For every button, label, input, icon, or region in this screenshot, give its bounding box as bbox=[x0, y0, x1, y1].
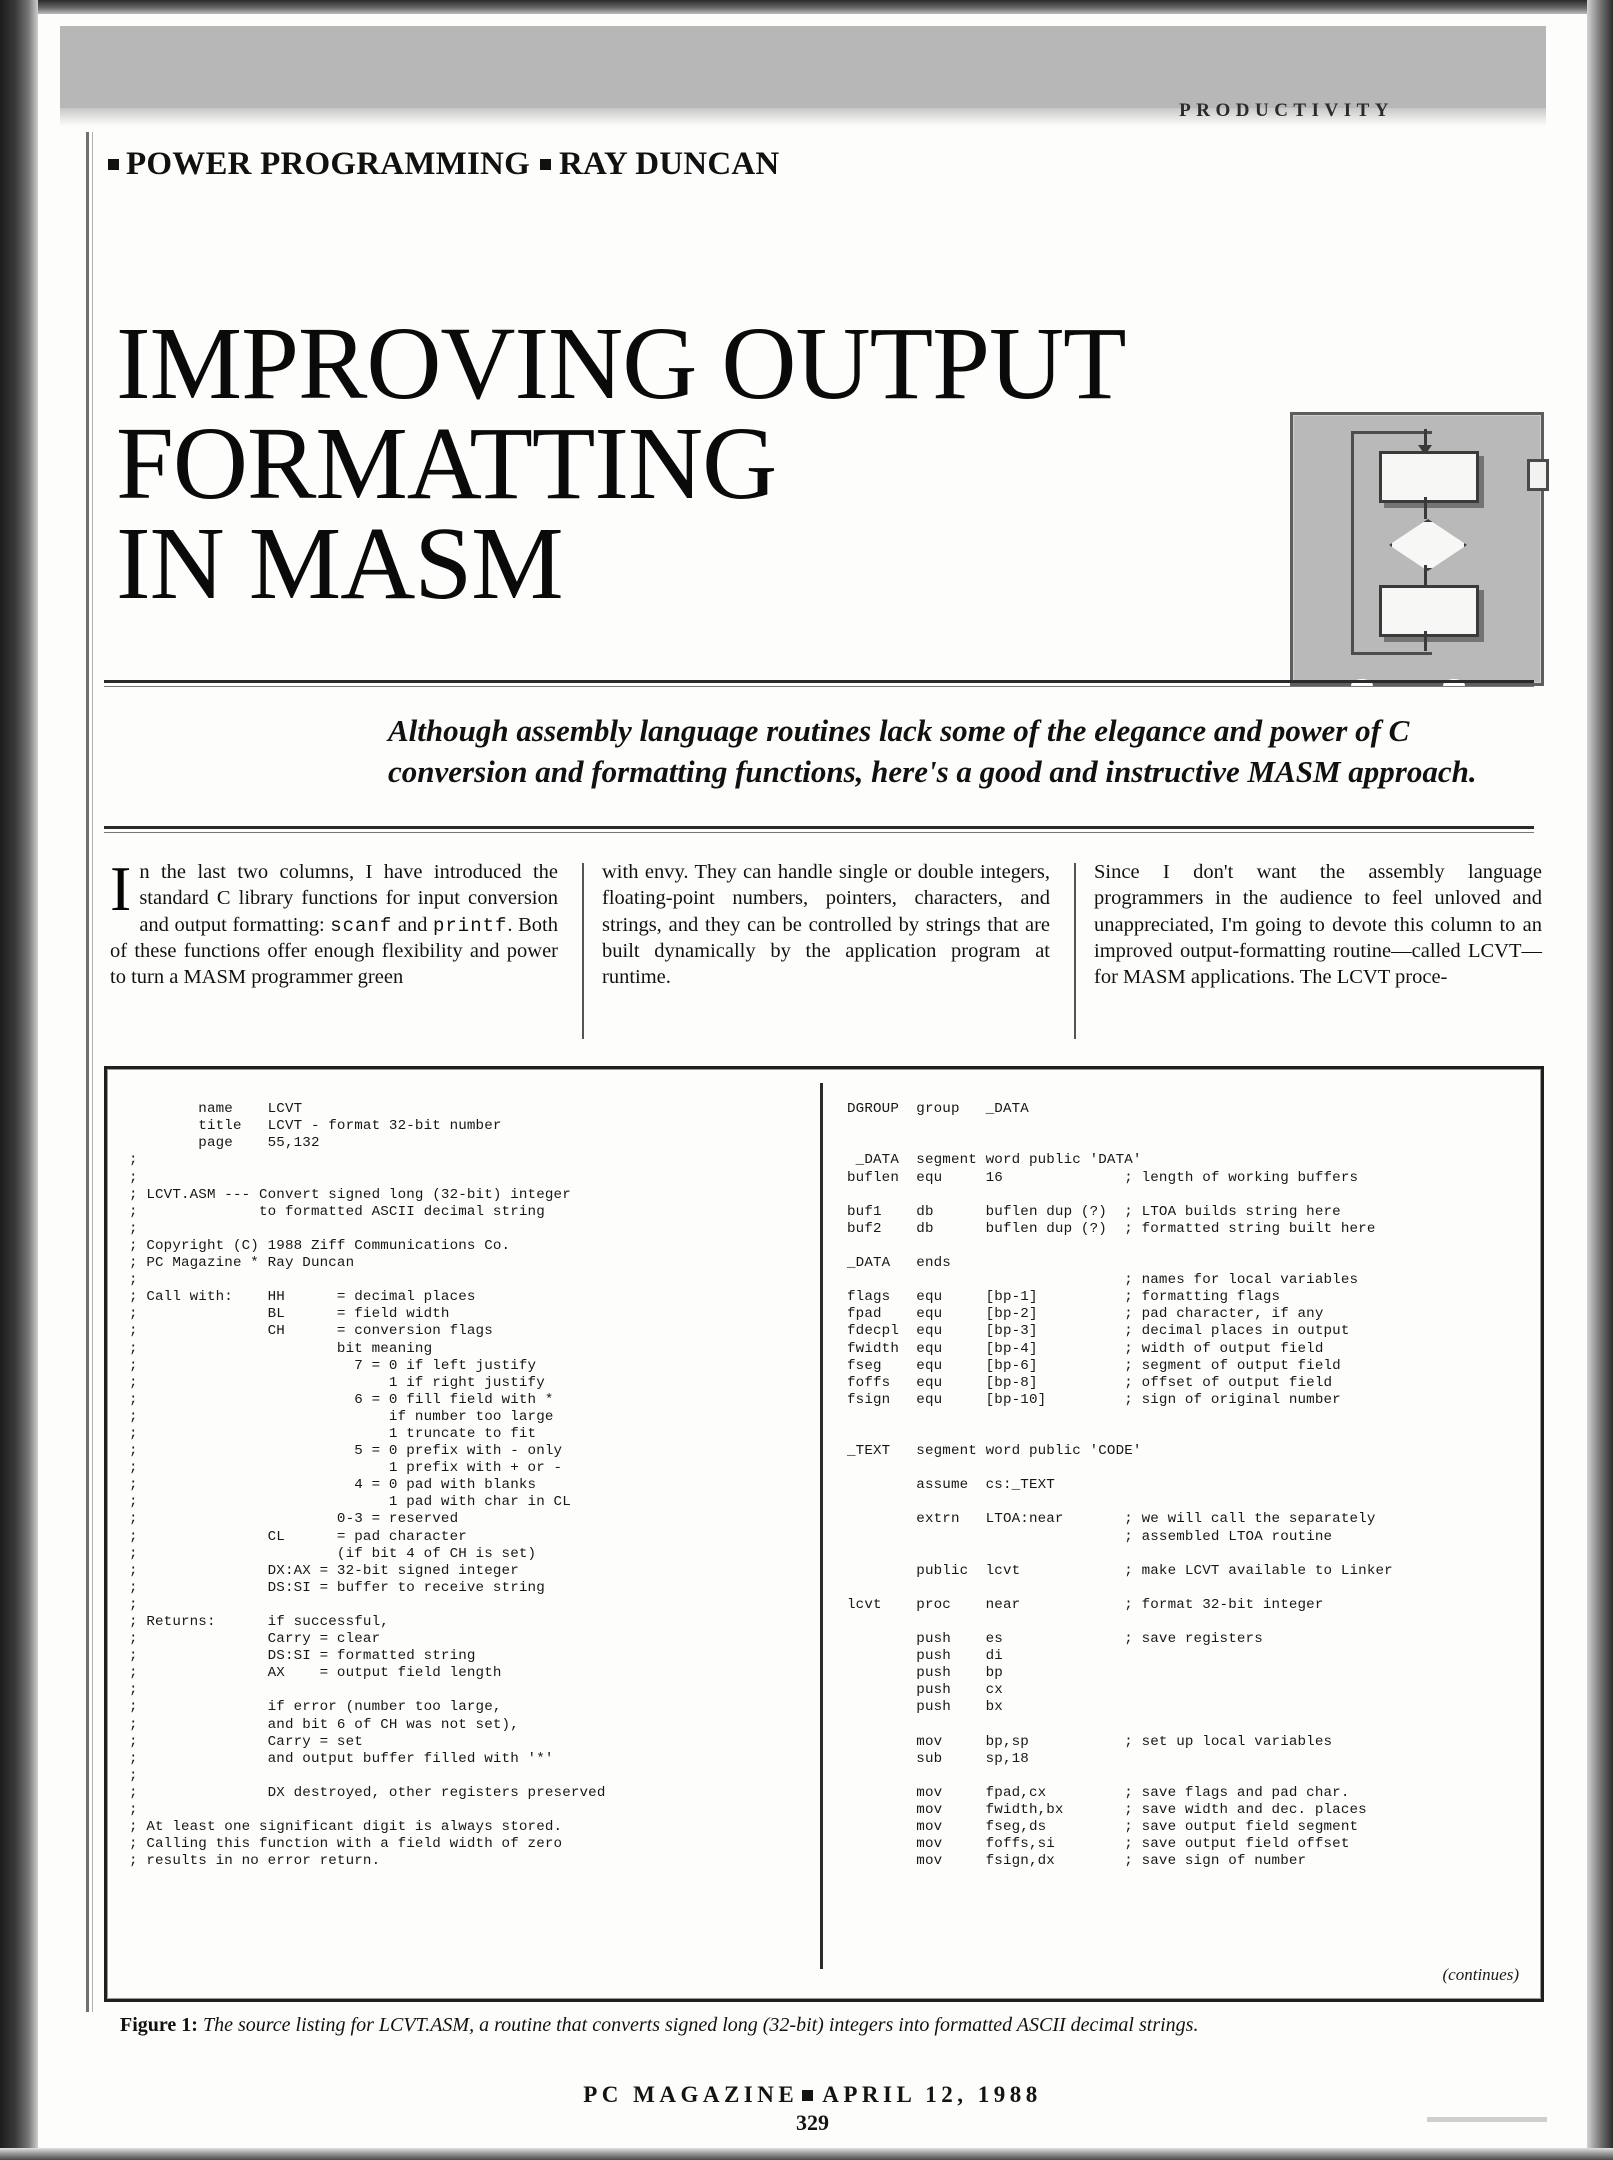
footer-magazine: PC MAGAZINE bbox=[583, 2082, 799, 2107]
section-banner-fade bbox=[60, 108, 1546, 126]
flowchart-connector-3 bbox=[1424, 565, 1427, 585]
column-rule-2 bbox=[1074, 863, 1076, 1039]
code-listing-left: name LCVT title LCVT - format 32-bit num… bbox=[129, 1101, 606, 1870]
body-column-2: with envy. They can handle single or dou… bbox=[602, 861, 1050, 989]
scan-edge-left bbox=[0, 0, 38, 2160]
body-col1-mono-printf: printf bbox=[433, 914, 508, 937]
section-banner bbox=[60, 26, 1546, 108]
column-name: POWER PROGRAMMING bbox=[126, 146, 530, 182]
article-deck: Although assembly language routines lack… bbox=[388, 713, 1477, 789]
page-footer: PC MAGAZINE APRIL 12, 1988 bbox=[38, 2082, 1587, 2108]
page-number: 329 bbox=[796, 2110, 829, 2135]
figure-caption-text: The source listing for LCVT.ASM, a routi… bbox=[197, 2014, 1199, 2036]
flowchart-process-box-1 bbox=[1379, 451, 1479, 503]
flowchart-connector-2 bbox=[1424, 497, 1427, 519]
figure-caption-label: Figure 1: bbox=[120, 2014, 198, 2036]
section-kicker: PRODUCTIVITY bbox=[1179, 100, 1394, 121]
body-column-3: Since I don't want the assembly language… bbox=[1094, 861, 1542, 989]
body-col1-mono-scanf: scanf bbox=[330, 914, 393, 937]
bullet-square-icon-2 bbox=[539, 158, 551, 170]
bullet-square-icon bbox=[108, 158, 119, 170]
deck-rule-top bbox=[104, 680, 1534, 683]
code-listing-right: DGROUP group _DATA _DATA segment word pu… bbox=[847, 1101, 1393, 1870]
left-margin-rule bbox=[86, 132, 89, 2012]
figure-column-divider bbox=[820, 1083, 823, 1969]
flowchart-arrow-icon bbox=[1418, 445, 1432, 455]
flowchart-loop-path bbox=[1351, 431, 1432, 655]
page-title: IMPROVING OUTPUT FORMATTING IN MASM bbox=[116, 306, 1236, 621]
continues-note: (continues) bbox=[1442, 1965, 1519, 1984]
flowchart-connector-4 bbox=[1424, 631, 1427, 651]
body-col1-mid: and bbox=[392, 913, 433, 936]
flowchart-process-box-2 bbox=[1379, 585, 1479, 637]
scan-edge-bottom bbox=[0, 2148, 1613, 2160]
headline-line-2: FORMATTING bbox=[116, 405, 777, 521]
flowchart-illustration bbox=[1290, 412, 1549, 692]
column-rule-1 bbox=[582, 863, 584, 1039]
figure-caption: Figure 1: The source listing for LCVT.AS… bbox=[120, 2014, 1540, 2037]
body-col1-pre: n the last two columns, I have introduce… bbox=[139, 861, 558, 936]
author-name: RAY DUNCAN bbox=[558, 146, 780, 182]
drop-cap: I bbox=[110, 853, 132, 924]
footer-bullet-square-icon bbox=[802, 2089, 814, 2101]
deck-rule-bottom-hairline bbox=[104, 832, 1534, 833]
scan-smudge bbox=[1427, 2117, 1547, 2122]
department-header: POWER PROGRAMMING RAY DUNCAN bbox=[108, 146, 779, 183]
figure-1-box: name LCVT title LCVT - format 32-bit num… bbox=[104, 1066, 1544, 2002]
body-col1-post: . Both of these functions offer enough f… bbox=[110, 913, 558, 989]
page-paper: PRODUCTIVITY POWER PROGRAMMING RAY DUNCAN… bbox=[38, 14, 1587, 2148]
deck-rule-bottom bbox=[104, 826, 1534, 829]
headline-line-1: IMPROVING OUTPUT bbox=[116, 306, 1127, 421]
headline-line-3: IN MASM bbox=[116, 505, 564, 621]
flowchart-connector-1 bbox=[1424, 429, 1427, 453]
flowchart-side-tab bbox=[1527, 459, 1549, 491]
deck-rule-top-hairline bbox=[104, 686, 1534, 687]
footer-date: APRIL 12, 1988 bbox=[822, 2082, 1042, 2107]
left-margin-rule-hairline bbox=[92, 132, 93, 2012]
scan-edge-right bbox=[1587, 0, 1613, 2160]
scan-edge-top bbox=[0, 0, 1613, 16]
